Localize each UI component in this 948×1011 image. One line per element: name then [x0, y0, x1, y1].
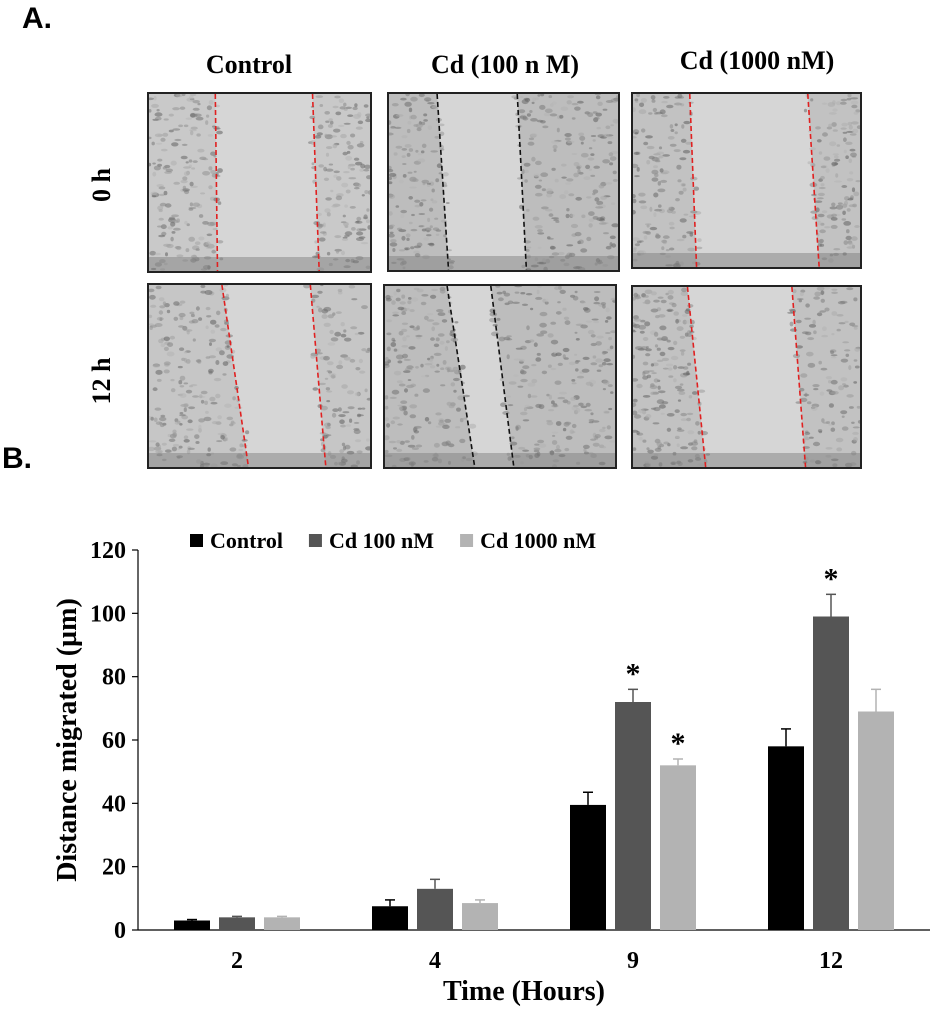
micrograph-cd100-0h — [387, 92, 620, 272]
wound-edge-right-line — [791, 287, 807, 467]
wound-edge-left-line — [221, 285, 250, 467]
micrograph-cd1000-0h — [631, 92, 862, 269]
bar — [768, 746, 804, 930]
micrograph-cd1000-12h — [631, 285, 862, 469]
micrograph-control-0h — [147, 92, 372, 273]
micrograph-cd100-12h — [383, 284, 617, 469]
wound-edge-right-line — [311, 94, 320, 271]
y-tick-label: 40 — [102, 791, 126, 817]
bar — [462, 903, 498, 930]
y-tick-label: 80 — [102, 665, 126, 691]
wound-edge-left-line — [446, 286, 476, 467]
row-header-0h: 0 h — [87, 168, 116, 202]
row-header-12h: 12 h — [87, 357, 116, 405]
legend-swatch — [308, 534, 322, 547]
bar — [174, 920, 210, 930]
legend-label: Cd 1000 nM — [480, 528, 596, 553]
wound-edge-left-line — [436, 94, 450, 270]
bar — [417, 888, 453, 930]
wound-edge-left-line — [686, 287, 707, 467]
bar — [660, 765, 696, 930]
x-tick-label: 9 — [627, 948, 639, 974]
x-axis-title: Time (Hours) — [443, 976, 605, 1007]
column-header-cd-1000: Cd (1000 nM) — [679, 46, 835, 75]
y-tick-label: 120 — [90, 538, 126, 564]
wound-edge-right-line — [806, 94, 820, 267]
y-tick-label: 100 — [90, 601, 126, 627]
bar — [264, 917, 300, 930]
wound-edge-right-line — [490, 286, 515, 467]
micrograph-control-12h — [147, 283, 372, 469]
significance-marker: * — [626, 657, 641, 690]
bar — [219, 917, 255, 930]
legend-swatch — [190, 534, 203, 547]
y-tick-label: 0 — [114, 918, 126, 944]
bar — [615, 702, 651, 930]
x-tick-label: 12 — [819, 948, 843, 974]
significance-marker: * — [671, 727, 686, 760]
wound-edge-right-line — [516, 94, 528, 270]
y-tick-label: 60 — [102, 728, 126, 754]
y-tick-label: 20 — [102, 855, 126, 881]
y-axis-title: Distance migrated (µm) — [52, 598, 83, 882]
column-header-cd-100: Cd (100 n M) — [430, 50, 580, 79]
bar — [813, 616, 849, 930]
bar-chart: 0 20 40 60 80 100 120 2 4 * * 9 * 12 Time (Hours) Dista… — [52, 528, 930, 1007]
panel-b-label: B. — [2, 442, 32, 475]
bar — [570, 804, 606, 930]
x-tick-label: 4 — [429, 948, 441, 974]
significance-marker: * — [824, 562, 839, 595]
column-header-control: Control — [205, 50, 293, 79]
bar — [372, 906, 408, 930]
wound-edge-left-line — [688, 94, 698, 267]
legend-label: Cd 100 nM — [329, 528, 434, 553]
bar — [858, 711, 894, 930]
panel-a-label: A. — [22, 2, 52, 35]
wound-edge-left-line — [214, 94, 219, 271]
legend-swatch — [460, 534, 474, 547]
legend-label: Control — [210, 528, 283, 553]
wound-edge-right-line — [309, 285, 327, 467]
x-tick-label: 2 — [231, 948, 243, 974]
